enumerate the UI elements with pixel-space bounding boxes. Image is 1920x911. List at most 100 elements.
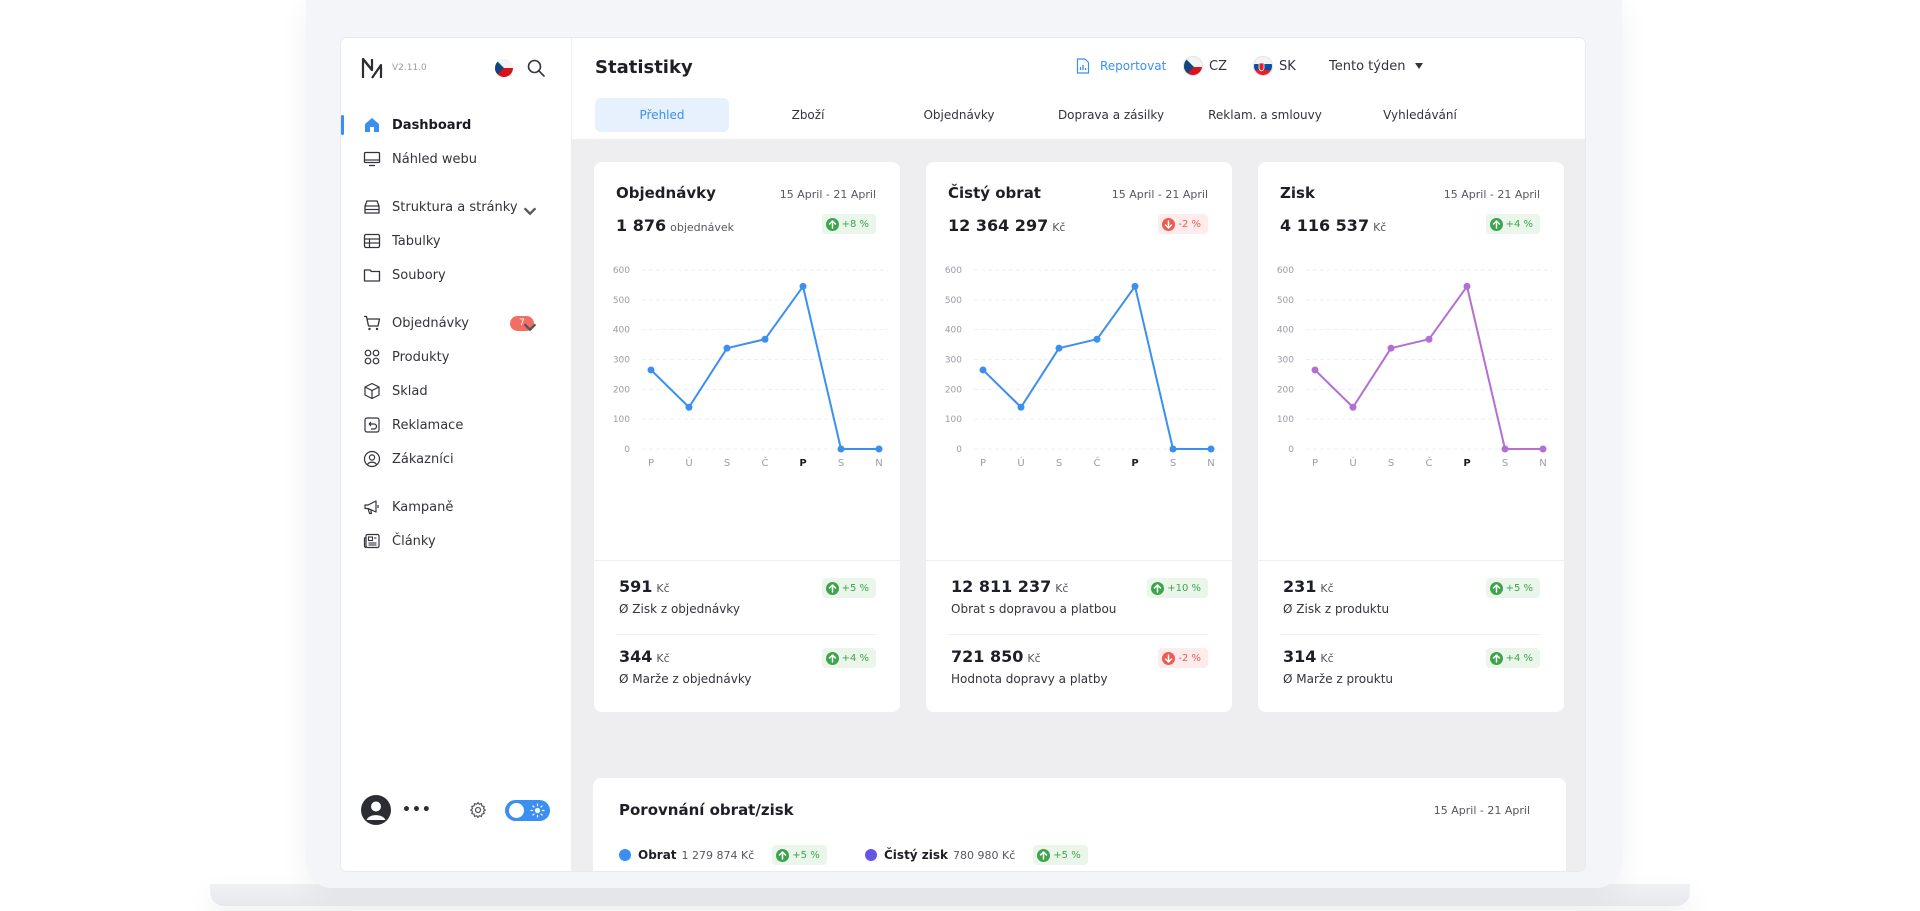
sidebar-item-label: Články [392,533,436,549]
flag-cz-icon[interactable] [495,59,513,77]
tab-objednavky[interactable]: Objednávky [923,108,995,122]
sidebar-item-label: Dashboard [392,117,472,133]
tab-zbozi[interactable]: Zboží [791,108,825,122]
stat-unit: Kč [656,652,670,665]
sidebar-item-nahled-webu[interactable]: Náhled webu [341,142,572,176]
chevron-down-icon[interactable] [521,202,539,220]
user-circle-icon [363,450,381,468]
legend-value: 780 980 Kč [953,848,1016,862]
y-tick-label: 100 [1277,415,1294,425]
change-value: +4 % [1505,218,1533,230]
legend-value: 1 279 874 Kč [681,848,755,862]
y-tick-label: 600 [1277,266,1294,276]
legend-turnover[interactable]: Obrat 1 279 874 Kč +5 % [619,845,827,865]
data-point [1311,366,1319,374]
stat-value: 721 850 Kč [951,647,1041,666]
report-button[interactable]: Reportovat [1076,55,1166,77]
x-tick-label: P [1312,458,1318,469]
box-icon [364,382,380,400]
period-select[interactable]: Tento týden [1329,55,1424,77]
data-point [837,445,845,453]
stat-unit: Kč [1320,652,1334,665]
sidebar-item-soubory[interactable]: Soubory [341,258,572,292]
user-icon [366,801,386,820]
sidebar-item-zakaznici[interactable]: Zákazníci [341,442,572,476]
change-badge: +8 % [821,214,876,234]
stat-label: Ø Zisk z produktu [1283,602,1390,616]
data-point [723,344,731,352]
sidebar-item-label: Zákazníci [392,451,454,467]
sidebar-item-reklamace[interactable]: Reklamace [341,408,572,442]
lang-sk-button[interactable]: SK [1253,55,1296,77]
data-point [1349,403,1357,411]
theme-toggle[interactable] [505,800,550,821]
trend-arrow-icon [776,848,790,862]
sidebar-item-label: Náhled webu [392,151,478,167]
tab-vyhledavani[interactable]: Vyhledávání [1383,108,1457,122]
search-icon[interactable] [526,58,546,78]
card-title: Čistý obrat [948,184,1041,202]
card-date: 15 April - 21 April [1443,188,1540,201]
card-value-number: 4 116 537 [1280,216,1370,235]
trend-arrow-icon [825,217,839,231]
data-point [1387,344,1395,352]
x-tick-label: Č [1426,456,1433,469]
sidebar-item-objednavky[interactable]: Objednávky 7 [341,306,572,340]
card-date: 15 April - 21 April [779,188,876,201]
tab-prehled[interactable]: Přehled [595,98,729,132]
y-tick-label: 600 [613,266,630,276]
data-point [1463,282,1471,290]
sidebar-item-produkty[interactable]: Produkty [341,340,572,374]
logo-icon[interactable] [361,56,383,80]
tab-bar: Přehled Zboží Objednávky Doprava a zásil… [595,98,1501,132]
sidebar-item-label: Objednávky [392,315,470,331]
trend-arrow-icon [825,581,839,595]
tab-doprava[interactable]: Doprava a zásilky [1057,108,1165,122]
change-value: +10 % [1167,582,1201,594]
legend-net-profit[interactable]: Čistý zisk 780 980 Kč +5 % [865,845,1088,865]
x-tick-label: Ú [1349,456,1356,469]
change-badge: +5 % [1033,845,1088,865]
divider [1280,634,1540,635]
avatar[interactable] [361,795,391,825]
sidebar-item-clanky[interactable]: Články [341,524,572,558]
gear-icon[interactable] [469,801,487,819]
lang-cz-button[interactable]: CZ [1183,55,1227,77]
lang-cz-label: CZ [1209,58,1227,74]
report-label: Reportovat [1100,59,1167,73]
tab-reklamace[interactable]: Reklam. a smlouvy [1208,108,1322,122]
toggle-knob [509,803,524,818]
sidebar-item-dashboard[interactable]: Dashboard [341,108,572,142]
sidebar-footer: ••• [361,795,556,825]
x-tick-label: N [1207,458,1214,469]
data-point [1425,335,1433,343]
x-tick-label: P [799,458,806,469]
data-point [1539,445,1547,453]
y-tick-label: 500 [613,296,630,306]
x-tick-label: N [875,458,882,469]
data-point [1055,344,1063,352]
stat-label: Ø Zisk z objednávky [619,602,740,616]
stat-change-badge: -2 % [1158,648,1208,668]
y-tick-label: 100 [945,415,962,425]
x-tick-label: Č [1094,456,1101,469]
trend-arrow-icon [825,651,839,665]
sidebar-item-kampane[interactable]: Kampaně [341,490,572,524]
data-point [1093,335,1101,343]
more-menu-button[interactable]: ••• [402,802,432,818]
sidebar-item-struktura[interactable]: Struktura a stránky [341,190,572,224]
net-turnover-line-chart: 0 100 200 300 400 500 600 P Ú S Č P S N [945,266,1220,469]
flag-sk-icon [1253,56,1273,76]
cart-icon [364,315,381,331]
orders-line-chart: 0 100 200 300 400 500 600 P Ú S Č P S N [613,266,888,469]
table-icon [363,233,381,249]
divider [926,560,1232,561]
return-icon [364,417,380,433]
sidebar-item-label: Kampaně [392,499,454,515]
chevron-down-icon[interactable] [521,318,539,336]
legend-label: Obrat [638,848,677,862]
y-tick-label: 500 [1277,296,1294,306]
sidebar-item-tabulky[interactable]: Tabulky [341,224,572,258]
newspaper-icon [363,533,380,549]
sidebar-item-sklad[interactable]: Sklad [341,374,572,408]
